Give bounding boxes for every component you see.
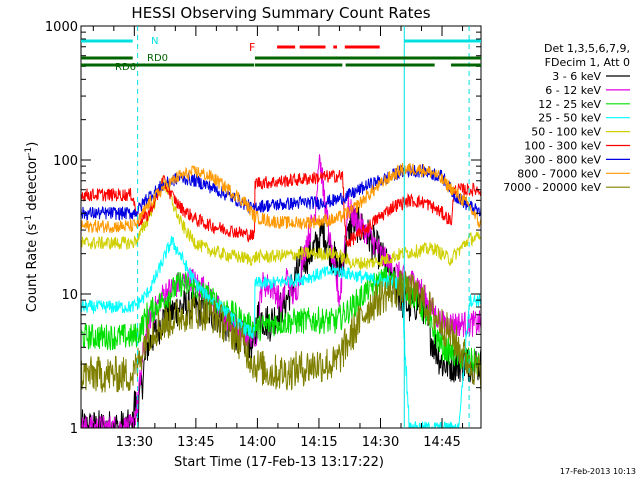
y-axis: 1 10 100 1000 xyxy=(45,20,481,437)
legend: Det 1,3,5,6,7,9, FDecim 1, Att 0 3 - 6 k… xyxy=(503,42,630,194)
flag-rd0-label: RD0 xyxy=(147,53,168,64)
chart-title: HESSI Observing Summary Count Rates xyxy=(131,4,430,22)
flag-f-label: F xyxy=(249,41,255,54)
plot-frame xyxy=(80,25,482,429)
x-tick-label: 14:30 xyxy=(362,435,399,450)
y-axis-label-sup1: -1 xyxy=(24,215,34,224)
plot-area xyxy=(81,154,481,428)
series-line-8 xyxy=(81,162,481,233)
legend-label-2: 6 - 12 keV xyxy=(545,84,601,97)
flag-bars: N RD0 RD6 F xyxy=(81,36,481,73)
y-tick-label: 1000 xyxy=(45,20,78,35)
legend-label-4: 25 - 50 keV xyxy=(538,112,601,125)
y-axis-label-main: Count Rate (s xyxy=(25,224,40,313)
series-line-6 xyxy=(81,169,481,247)
legend-label-8: 800 - 7000 keV xyxy=(517,167,601,180)
flag-rd6-label: RD6 xyxy=(115,62,136,73)
y-axis-label-sup2: -1 xyxy=(24,147,34,156)
legend-header-2: FDecim 1, Att 0 xyxy=(545,56,630,69)
x-tick-label: 14:00 xyxy=(239,435,276,450)
x-tick-label: 14:45 xyxy=(423,435,460,450)
series-line-9 xyxy=(81,270,481,394)
x-tick-label: 13:45 xyxy=(177,435,214,450)
footer-timestamp: 17-Feb-2013 10:13 xyxy=(560,467,636,476)
y-axis-label-end: ) xyxy=(25,142,40,147)
x-axis-label: Start Time (17-Feb-13 13:17:22) xyxy=(174,455,384,470)
flag-n-label: N xyxy=(151,36,158,47)
y-axis-label-mid: detector xyxy=(25,155,40,215)
series-line-4 xyxy=(81,236,481,428)
y-tick-label: 10 xyxy=(61,288,78,303)
x-tick-label: 14:15 xyxy=(300,435,337,450)
legend-label-9: 7000 - 20000 keV xyxy=(503,181,601,194)
y-tick-label: 1 xyxy=(70,422,78,437)
x-tick-label: 13:30 xyxy=(116,435,153,450)
legend-label-6: 100 - 300 keV xyxy=(524,140,601,153)
legend-label-1: 3 - 6 keV xyxy=(552,70,601,83)
series-line-7 xyxy=(81,163,481,221)
legend-label-5: 50 - 100 keV xyxy=(531,126,601,139)
y-tick-label: 100 xyxy=(53,154,78,169)
x-axis: 13:30 13:45 14:00 14:15 14:30 14:45 xyxy=(92,26,464,450)
y-axis-label: Count Rate (s-1 detector-1) xyxy=(24,142,40,313)
legend-label-3: 12 - 25 keV xyxy=(538,98,601,111)
legend-label-7: 300 - 800 keV xyxy=(524,153,601,166)
legend-header-1: Det 1,3,5,6,7,9, xyxy=(544,42,630,55)
series-line-5 xyxy=(81,175,481,270)
